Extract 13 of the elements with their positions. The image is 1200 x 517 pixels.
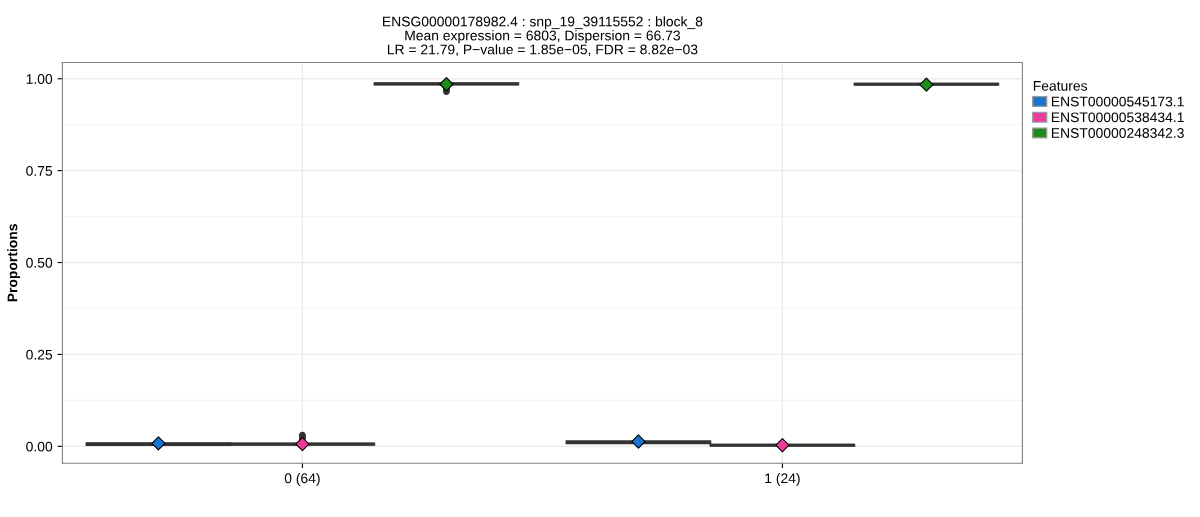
y-tick-label: 0.00 [26, 441, 53, 452]
x-tick-label: 1 (24) [765, 472, 800, 486]
legend-label: ENST00000545173.1 [1051, 96, 1184, 107]
legend-label: ENST00000538434.1 [1051, 112, 1184, 123]
y-tick-label: 0.25 [26, 349, 53, 360]
legend-label: ENST00000248342.3 [1051, 128, 1184, 138]
y-axis-title: Proportions [7, 224, 21, 302]
chart-title: ENSG00000178982.4 : snp_19_39115552 : block_8 Mean expression = 6803, Dispersion = 66.73 LR = 21.79, P−value = 1.85e−05, FDR = 8.82e−03 [383, 16, 703, 56]
y-tick-label: 1.00 [26, 74, 53, 84]
x-tick-label: 0 (64) [284, 472, 320, 486]
y-tick-label: 0.50 [26, 257, 53, 268]
y-tick-label: 0.75 [26, 165, 53, 176]
legend-title: Features [1033, 81, 1088, 91]
